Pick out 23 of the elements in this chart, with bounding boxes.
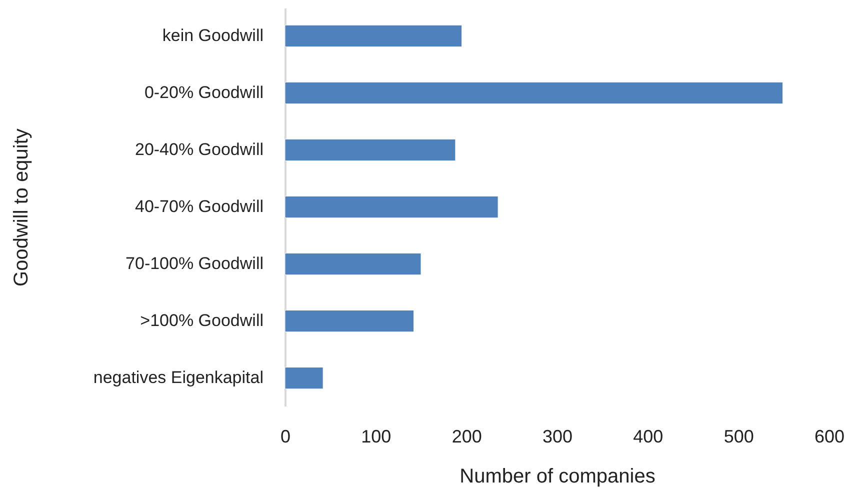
y-axis-title: Goodwill to equity (10, 128, 32, 286)
x-tick-label: 100 (361, 426, 392, 446)
bar (284, 196, 498, 218)
y-tick-label: 20-40% Goodwill (134, 140, 264, 159)
x-tick-label: 200 (452, 426, 482, 446)
x-tick-label: 0 (280, 426, 291, 446)
y-tick-label: negatives Eigenkapital (93, 368, 264, 388)
y-tick-label: 0-20% Goodwill (144, 82, 264, 102)
bar (284, 252, 422, 276)
bar (284, 366, 324, 390)
y-tick-label: 40-70% Goodwill (134, 197, 264, 216)
y-tick-label: >100% Goodwill (140, 311, 264, 330)
bar (284, 138, 456, 162)
y-tick-label: 70-100% Goodwill (126, 254, 264, 274)
x-tick-label: 600 (814, 426, 845, 446)
bar (284, 24, 462, 48)
x-tick-label: 400 (633, 426, 664, 446)
x-axis-title: Number of companies (460, 466, 656, 488)
y-tick-label: kein Goodwill (162, 26, 264, 45)
bar (284, 82, 784, 104)
x-tick-label: 500 (724, 426, 754, 446)
bar (284, 310, 414, 332)
x-tick-label: 300 (542, 426, 573, 446)
